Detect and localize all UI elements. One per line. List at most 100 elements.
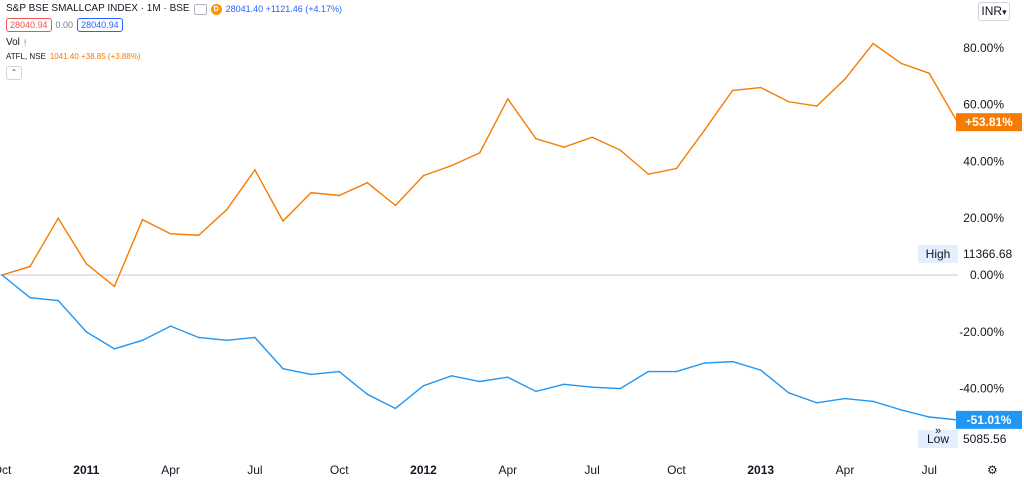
high-label: High	[926, 247, 951, 261]
atfl-point	[563, 146, 565, 148]
atfl-point	[394, 204, 397, 207]
atfl-point	[422, 174, 425, 177]
atfl-point	[900, 62, 902, 65]
atfl-point	[731, 89, 734, 92]
y-tick-label: -20.00%	[959, 325, 1004, 339]
smallcap-point	[591, 386, 593, 388]
buy-button[interactable]: 28040.94	[77, 18, 123, 32]
y-tick-label: -40.00%	[959, 382, 1004, 396]
smallcap-point	[226, 339, 228, 342]
y-tick-label: 60.00%	[963, 98, 1004, 112]
atfl-point	[366, 181, 369, 184]
high-value: 11366.68	[963, 247, 1012, 261]
x-tick-label: 2012	[410, 463, 437, 477]
atfl-point	[788, 100, 790, 103]
atfl-point	[141, 218, 144, 221]
volume-warning-icon: !	[23, 38, 27, 48]
atfl-point	[57, 217, 59, 219]
atfl-point	[816, 105, 818, 107]
x-tick-label: 2013	[747, 463, 774, 477]
atfl-last-value: +53.81%	[965, 115, 1013, 129]
smallcap-series-line	[1, 274, 958, 421]
smallcap-point	[1, 274, 3, 276]
smallcap-point	[844, 397, 846, 400]
smallcap-point	[282, 367, 284, 370]
atfl-point	[928, 72, 931, 75]
main-quote: 28041.40 +1121.46 (+4.17%)	[225, 4, 343, 14]
scroll-to-realtime-icon: »	[935, 425, 941, 437]
compare-quote: 1041.40 +38.85 (+3.88%)	[49, 52, 141, 61]
smallcap-point	[478, 380, 481, 383]
currency-label: INR	[981, 4, 1003, 18]
x-tick-label: Oct	[330, 463, 349, 477]
y-tick-label: 0.00%	[970, 268, 1004, 282]
collapse-legend-icon[interactable]: ⌃	[6, 66, 22, 80]
currency-selector[interactable]: INR▾	[978, 2, 1010, 21]
smallcap-point	[310, 373, 312, 376]
smallcap-point	[422, 384, 425, 387]
atfl-point	[478, 152, 481, 154]
atfl-point	[535, 137, 537, 140]
x-tick-label: Apr	[498, 463, 517, 477]
high-value-box	[958, 245, 1022, 263]
smallcap-point	[85, 331, 88, 333]
spread-value: 0.00	[55, 20, 74, 30]
smallcap-point	[254, 336, 256, 339]
smallcap-point	[338, 370, 341, 373]
y-tick-label: 80.00%	[963, 41, 1004, 55]
smallcap-point	[169, 325, 172, 327]
sell-button[interactable]: 28040.94	[6, 18, 52, 32]
smallcap-last-value-badge	[956, 410, 1022, 429]
atfl-point	[282, 220, 284, 222]
low-value: 5085.56	[963, 432, 1007, 446]
smallcap-point	[675, 370, 678, 373]
smallcap-point	[394, 407, 397, 410]
x-tick-label: Oct	[667, 463, 686, 477]
atfl-point	[759, 86, 762, 89]
x-tick-label: Jul	[584, 463, 599, 477]
smallcap-point	[788, 392, 790, 394]
smallcap-point	[900, 409, 902, 411]
smallcap-point	[872, 400, 874, 403]
smallcap-point	[57, 299, 59, 302]
chart-legend: S&P BSE SMALLCAP INDEX · 1M · BSE D 2804…	[6, 2, 342, 80]
atfl-point	[703, 129, 706, 131]
y-tick-label: 20.00%	[963, 211, 1004, 225]
compare-symbol[interactable]: ATFL, NSE	[6, 52, 46, 61]
smallcap-point	[507, 376, 509, 379]
atfl-point	[85, 262, 88, 265]
x-tick-label: Apr	[836, 463, 855, 477]
atfl-point	[872, 42, 874, 45]
high-tag	[918, 245, 958, 263]
smallcap-point	[535, 390, 537, 393]
atfl-last-value-badge	[956, 113, 1022, 132]
atfl-point	[254, 169, 256, 171]
low-tag	[918, 430, 958, 448]
smallcap-point	[450, 375, 453, 377]
low-label: Low	[927, 432, 949, 446]
smallcap-point	[816, 402, 818, 404]
x-tick-label: Oct	[0, 463, 12, 477]
atfl-point	[169, 233, 172, 235]
y-tick-label: 40.00%	[963, 154, 1004, 168]
atfl-point	[310, 191, 312, 194]
smallcap-point	[759, 369, 762, 371]
gear-icon[interactable]: ⚙	[987, 463, 998, 477]
atfl-point	[29, 265, 31, 268]
symbol-title[interactable]: S&P BSE SMALLCAP INDEX · 1M · BSE	[6, 3, 190, 14]
eye-icon[interactable]	[193, 3, 207, 15]
atfl-point	[450, 164, 453, 167]
smallcap-point	[29, 296, 31, 299]
x-tick-label: Jul	[247, 463, 262, 477]
smallcap-point	[197, 336, 200, 339]
smallcap-last-value: -51.01%	[967, 413, 1012, 427]
smallcap-point	[647, 370, 650, 373]
atfl-point	[226, 208, 228, 211]
smallcap-point	[141, 339, 144, 342]
smallcap-point	[731, 360, 734, 363]
volume-label[interactable]: Vol	[6, 37, 20, 48]
x-tick-label: Jul	[922, 463, 937, 477]
smallcap-point	[366, 393, 369, 396]
atfl-point	[647, 173, 650, 175]
